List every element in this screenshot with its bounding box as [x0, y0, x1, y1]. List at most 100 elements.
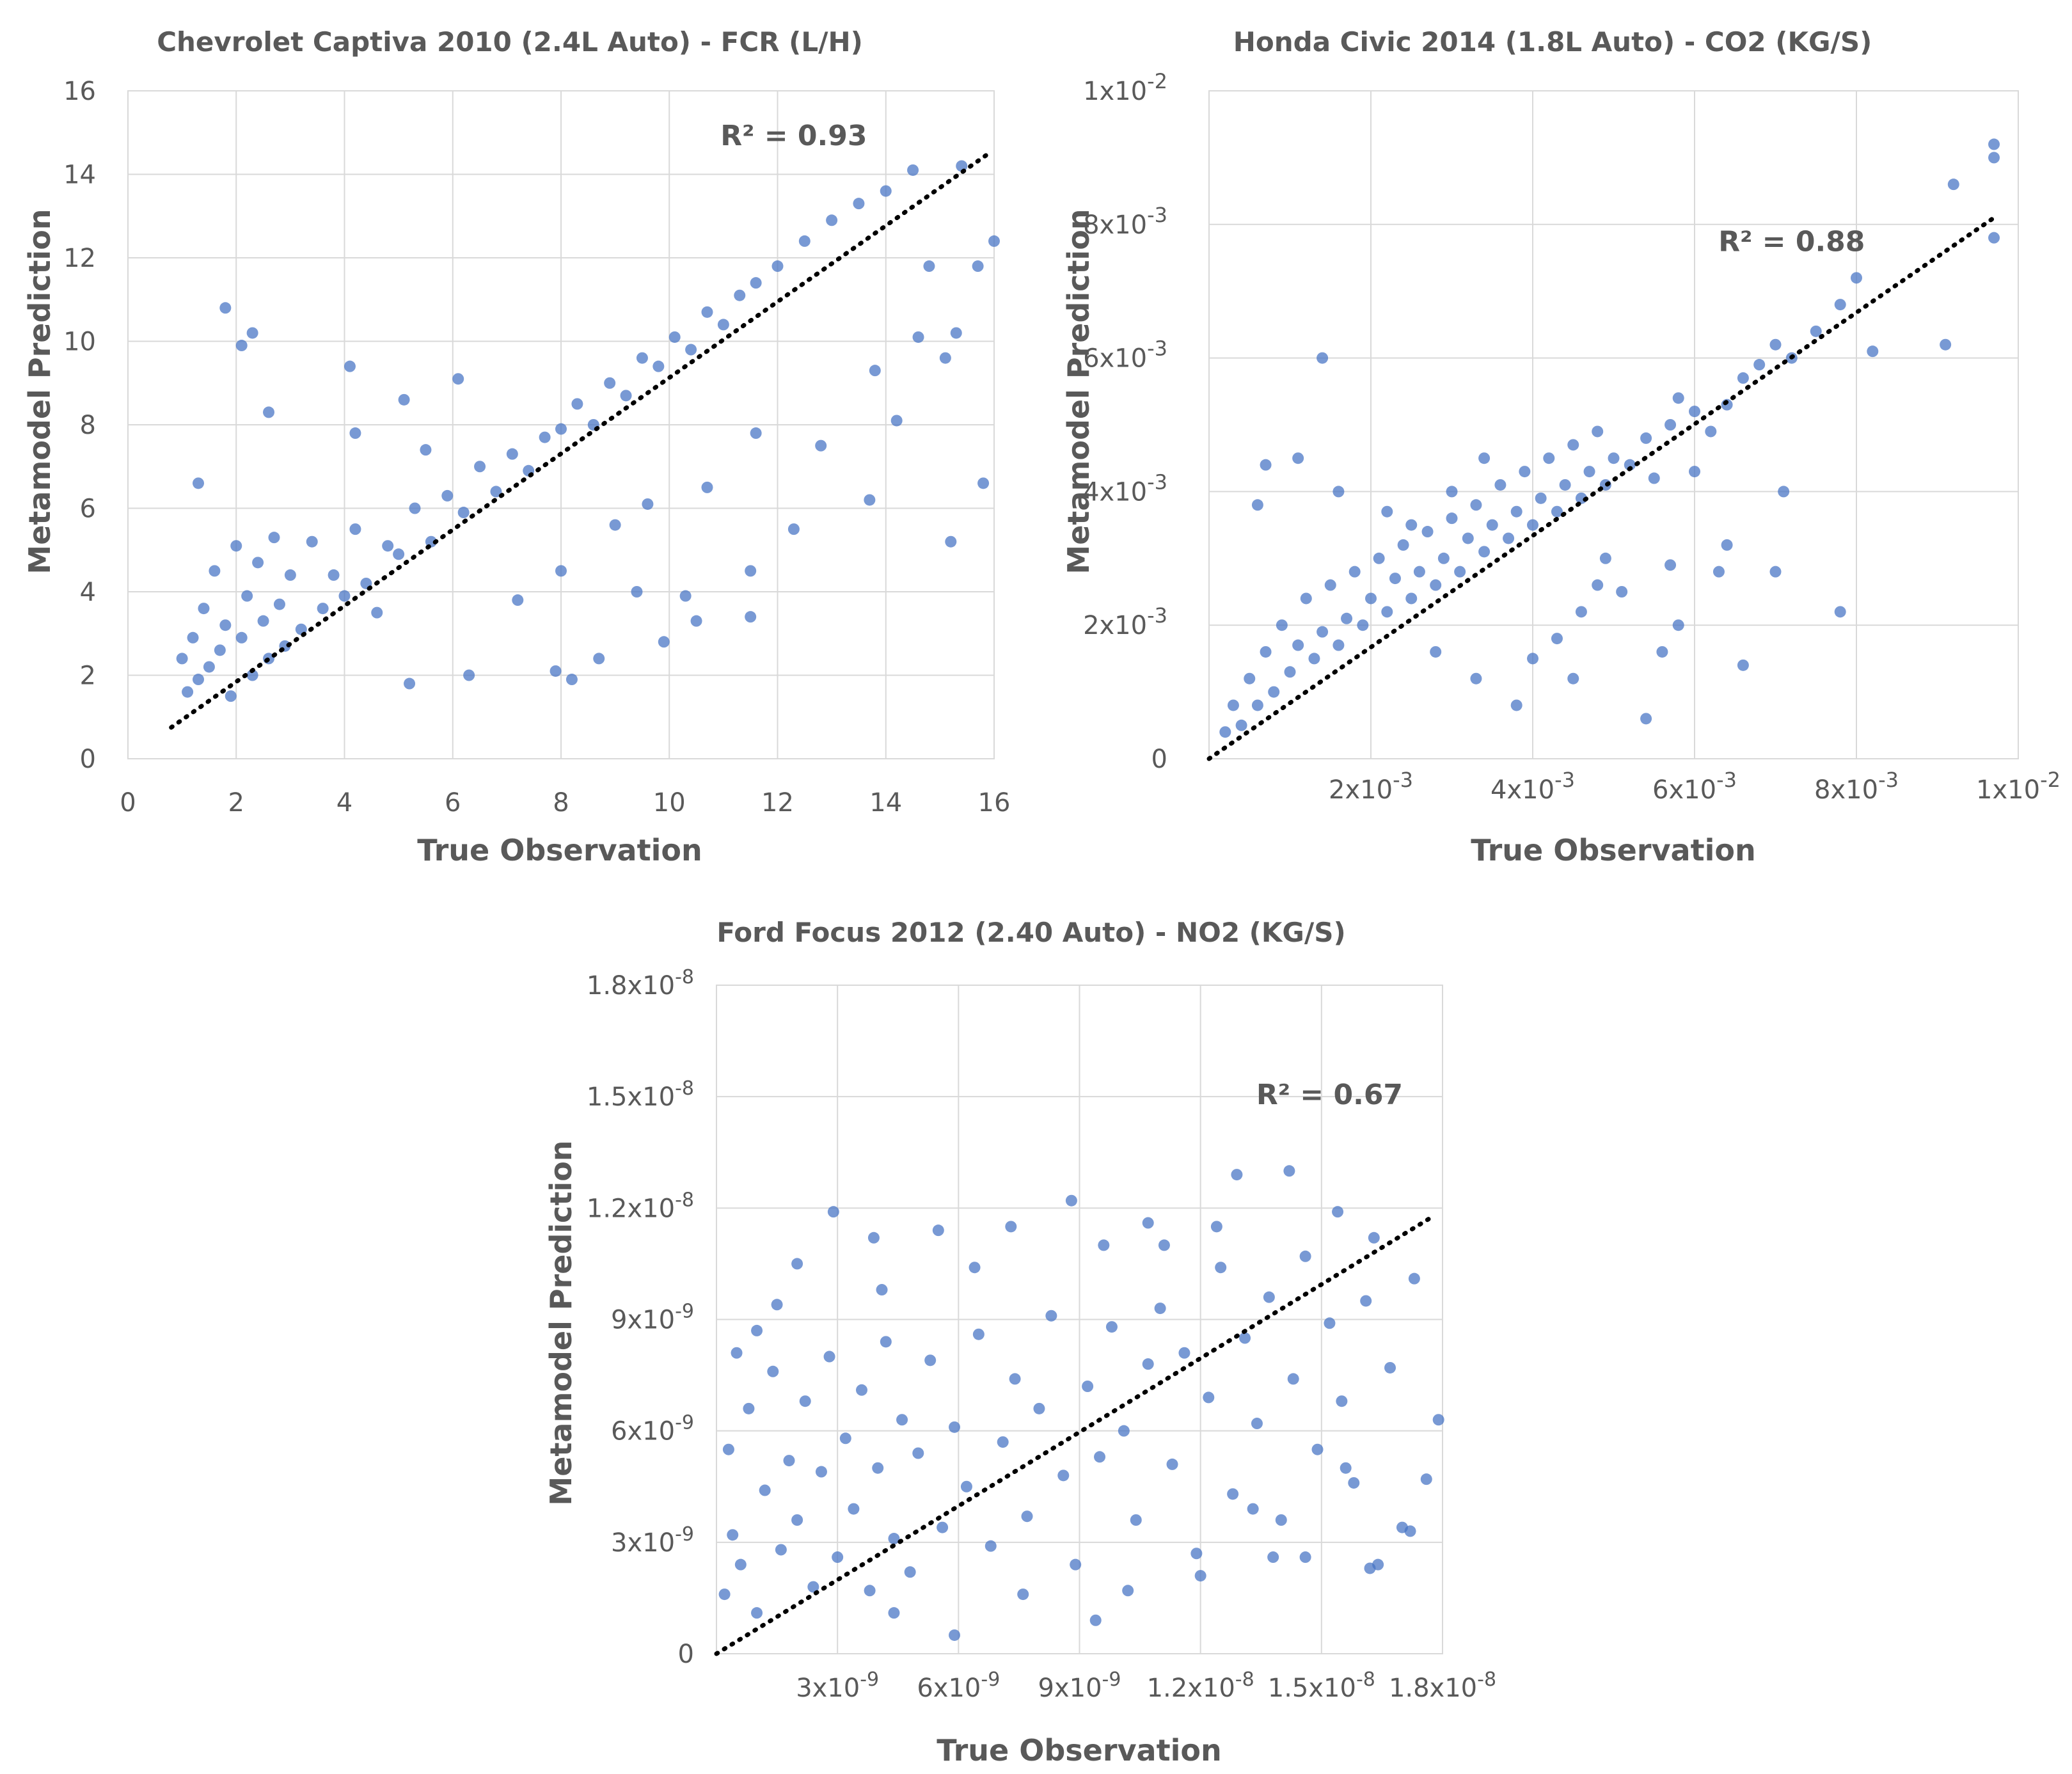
scatter-point: [284, 569, 296, 581]
scatter-point: [932, 1224, 944, 1237]
x-tick-label: 4x10-3: [1491, 768, 1575, 805]
scatter-point: [1519, 466, 1531, 478]
y-tick-label: 6x10-3: [1083, 337, 1167, 374]
scatter-point: [1299, 1250, 1311, 1262]
x-tick-label: 8: [553, 788, 569, 818]
scatter-point: [1251, 499, 1263, 511]
scatter-point: [1454, 566, 1466, 578]
scatter-point: [798, 235, 811, 247]
x-tick-label: 3x10-9: [796, 1668, 879, 1703]
scatter-point: [1559, 479, 1571, 491]
scatter-point: [960, 1480, 972, 1493]
scatter-point: [907, 164, 919, 176]
scatter-point: [176, 653, 188, 665]
scatter-point: [923, 260, 935, 273]
scatter-point: [853, 198, 865, 210]
scatter-point: [1430, 579, 1442, 591]
scatter-point: [1292, 639, 1304, 651]
y-tick-label: 4x10-3: [1083, 470, 1167, 507]
scatter-point: [1311, 1443, 1324, 1455]
scatter-point: [783, 1455, 795, 1467]
scatter-point: [1317, 626, 1329, 638]
scatter-point: [1551, 633, 1563, 645]
scatter-point: [1122, 1585, 1134, 1597]
scatter-point: [832, 1551, 844, 1564]
scatter-point: [1227, 699, 1239, 711]
scatter-point: [799, 1395, 811, 1407]
scatter-point: [1413, 566, 1425, 578]
scatter-point: [872, 1462, 884, 1474]
scatter-point: [1263, 1291, 1275, 1303]
scatter-point: [949, 1629, 961, 1641]
scatter-point: [550, 665, 562, 677]
scatter-point: [1592, 579, 1604, 591]
scatter-point: [441, 489, 454, 502]
scatter-point: [876, 1284, 888, 1296]
scatter-point: [1142, 1217, 1154, 1229]
scatter-point: [214, 644, 226, 656]
scatter-point: [404, 677, 416, 690]
scatter-point: [1348, 566, 1361, 578]
scatter-point: [767, 1365, 779, 1377]
scatter-point: [1365, 592, 1377, 605]
scatter-point: [1470, 499, 1482, 511]
scatter-point: [1045, 1310, 1057, 1322]
x-tick-label: 12: [761, 788, 794, 818]
scatter-point: [1235, 719, 1247, 731]
scatter-point: [1470, 672, 1482, 685]
scatter-point: [1656, 645, 1668, 658]
x-tick-label: 1.5x10-8: [1268, 1668, 1375, 1703]
chart-honda-civic-co2: Honda Civic 2014 (1.8L Auto) - CO2 (KG/S…: [1061, 26, 2060, 867]
scatter-point: [1705, 425, 1717, 438]
scatter-point: [685, 344, 697, 356]
scatter-point: [745, 565, 757, 577]
scatter-point: [344, 360, 356, 372]
x-tick-label: 14: [869, 788, 902, 818]
scatter-point: [1421, 526, 1434, 538]
scatter-point: [972, 260, 984, 273]
scatter-point: [1616, 586, 1628, 598]
scatter-point: [1867, 345, 1879, 358]
scatter-point: [1624, 459, 1636, 471]
scatter-point: [751, 1324, 763, 1336]
scatter-point: [771, 260, 784, 273]
scatter-point: [1215, 1262, 1227, 1274]
scatter-point: [1324, 579, 1336, 591]
scatter-point: [571, 398, 583, 410]
scatter-point: [317, 603, 329, 615]
scatter-point: [1665, 419, 1677, 431]
scatter-point: [771, 1299, 783, 1311]
scatter-point: [1988, 232, 2000, 244]
scatter-point: [452, 373, 464, 385]
scatter-point: [1689, 406, 1700, 418]
scatter-point: [1988, 138, 2000, 150]
scatter-point: [306, 535, 318, 548]
scatter-point: [1070, 1558, 1082, 1571]
scatter-point: [826, 214, 838, 226]
scatter-point: [219, 619, 232, 631]
y-tick-label: 4: [80, 578, 96, 607]
scatter-point: [690, 615, 702, 627]
scatter-point: [1397, 539, 1409, 551]
scatter-point: [338, 590, 351, 602]
x-tick-label: 6x10-3: [1652, 768, 1737, 805]
scatter-point: [791, 1514, 803, 1526]
scatter-point: [1178, 1347, 1190, 1359]
x-tick-label: 10: [653, 788, 686, 818]
scatter-point: [1408, 1272, 1420, 1285]
scatter-point: [1384, 1361, 1396, 1374]
trendline: [1206, 215, 1997, 761]
y-tick-label: 1x10-2: [1083, 69, 1167, 106]
scatter-point: [1247, 1503, 1259, 1515]
scatter-point: [1503, 532, 1515, 544]
scatter-point: [1300, 592, 1312, 605]
scatter-point: [565, 674, 578, 686]
scatter-point: [1665, 559, 1677, 571]
scatter-point: [235, 340, 248, 352]
scatter-point: [701, 481, 713, 493]
x-tick-label: 2x10-3: [1329, 768, 1413, 805]
scatter-point: [1940, 338, 1952, 351]
scatter-point: [750, 277, 762, 289]
scatter-point: [512, 594, 524, 606]
scatter-point: [1317, 352, 1329, 364]
